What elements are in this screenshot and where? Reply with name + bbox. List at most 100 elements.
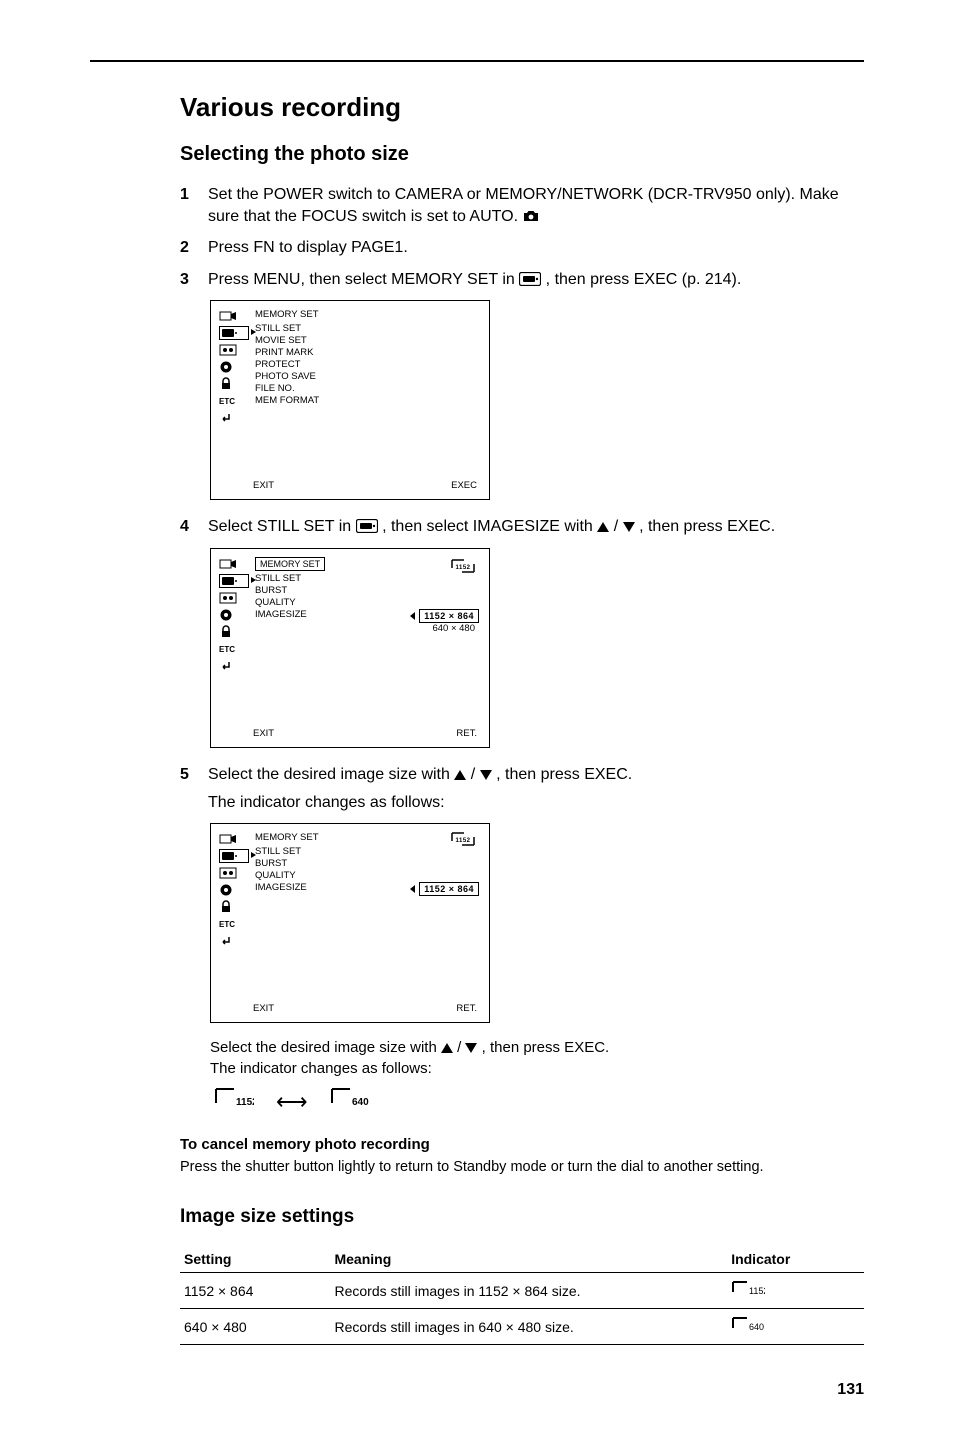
return-icon (219, 412, 233, 424)
cassette-icon (219, 592, 237, 604)
cancel-body: Press the shutter button lightly to retu… (180, 1157, 864, 1177)
return-icon (219, 935, 233, 947)
lcd-line: BURST (255, 585, 287, 596)
size-1152-icon: 1152 (731, 1280, 765, 1300)
size-1152-icon: 1152 (214, 1087, 254, 1116)
step-number: 3 (180, 269, 198, 291)
step-text: Press FN to display PAGE1. (208, 237, 864, 259)
sizes-title: Image size settings (180, 1206, 864, 1228)
movie-icon (219, 310, 237, 322)
size-indicator-icon: 1152 (451, 559, 475, 576)
lcd-line: STILL SET (255, 323, 301, 334)
lcd-screen-3: ETC MEMORY SET STILL SET BURST QUALITY I… (210, 823, 490, 1023)
lcd-footer-right: RET. (456, 1003, 477, 1014)
dial-icon (219, 360, 233, 374)
indicator-note: The indicator changes as follows: (208, 792, 864, 814)
col-setting: Setting (180, 1244, 330, 1273)
up-arrow-icon (441, 1043, 453, 1053)
svg-text:1152: 1152 (455, 565, 470, 571)
memory-stick-icon (221, 576, 237, 586)
svg-text:1152: 1152 (749, 1286, 765, 1296)
step-text-b: , then press EXEC. (496, 766, 632, 783)
lcd-selected-value: 1152 × 864 (410, 609, 479, 623)
lcd-line: PHOTO SAVE (255, 371, 316, 382)
cell-meaning: Records still images in 1152 × 864 size. (330, 1272, 727, 1308)
lcd-line: PROTECT (255, 359, 300, 370)
step-text-a: Select the desired image size with (208, 766, 454, 783)
lcd-line: MEM FORMAT (255, 395, 319, 406)
subsection-title: Selecting the photo size (180, 143, 864, 166)
lcd-option: 640 × 480 (432, 623, 475, 634)
svg-text:640: 640 (352, 1097, 369, 1108)
cancel-heading: To cancel memory photo recording (180, 1136, 864, 1153)
dial-icon (219, 608, 233, 622)
step-1: 1 Set the POWER switch to CAMERA or MEMO… (180, 184, 864, 227)
memory-stick-icon (221, 328, 237, 338)
memory-stick-icon (356, 516, 378, 538)
size-640-icon: 640 (330, 1087, 370, 1116)
up-arrow-icon (454, 770, 466, 780)
lcd-footer-left: EXIT (253, 728, 274, 739)
step-3: 3 Press MENU, then select MEMORY SET in … (180, 269, 864, 291)
lcd-sidebar: ETC (219, 557, 249, 739)
dial-icon (219, 883, 233, 897)
lcd-line: QUALITY (255, 870, 296, 881)
down-arrow-icon (465, 1043, 477, 1053)
memory-stick-icon (221, 851, 237, 861)
section-title: Various recording (180, 92, 864, 123)
memory-stick-icon (519, 269, 541, 291)
lcd-selected-value: 1152 × 864 (410, 882, 479, 896)
step-4: 4 Select STILL SET in , then select IMAG… (180, 516, 864, 538)
lcd-line: STILL SET (255, 573, 301, 584)
cassette-icon (219, 867, 237, 879)
step-number: 2 (180, 237, 198, 259)
step-number: 4 (180, 516, 198, 538)
step-text-a: Select STILL SET in (208, 518, 356, 535)
cell-setting: 640 × 480 (180, 1308, 330, 1344)
cell-indicator: 640 (727, 1308, 864, 1344)
cell-meaning: Records still images in 640 × 480 size. (330, 1308, 727, 1344)
lcd-footer-right: RET. (456, 728, 477, 739)
camera-icon (522, 206, 540, 228)
lcd-footer-left: EXIT (253, 480, 274, 491)
step-text-a: Select the desired image size with (210, 1039, 441, 1056)
size-640-icon: 640 (731, 1316, 765, 1336)
step-text-a: Press MENU, then select MEMORY SET in (208, 271, 519, 288)
lcd-line: FILE NO. (255, 383, 295, 394)
step-text-b: , then select IMAGESIZE with (382, 518, 597, 535)
table-row: 640 × 480 Records still images in 640 × … (180, 1308, 864, 1344)
etc-label: ETC (219, 394, 249, 408)
down-arrow-icon (623, 522, 635, 532)
lcd-screen-1: ETC MEMORY SET STILL SET MOVIE SET PRINT… (210, 300, 490, 500)
double-arrow-icon: ⟷ (276, 1089, 308, 1115)
left-caret-icon (410, 612, 415, 620)
left-caret-icon (410, 885, 415, 893)
lcd-sidebar: ETC (219, 309, 249, 491)
indicator-note-text: The indicator changes as follows: (210, 1060, 864, 1077)
lcd-line: MEMORY SET (255, 309, 319, 320)
down-arrow-icon (480, 770, 492, 780)
up-arrow-icon (597, 522, 609, 532)
indicator-changes-note: Select the desired image size with / , t… (210, 1039, 864, 1077)
lcd-screen-2: ETC MEMORY SET STILL SET BURST QUALITY I… (210, 548, 490, 748)
step-5: 5 Select the desired image size with / ,… (180, 764, 864, 813)
col-meaning: Meaning (330, 1244, 727, 1273)
svg-text:640: 640 (749, 1322, 764, 1332)
lcd-line: QUALITY (255, 597, 296, 608)
step-number: 1 (180, 184, 198, 227)
movie-icon (219, 833, 237, 845)
lock-icon (219, 625, 233, 639)
step-2: 2 Press FN to display PAGE1. (180, 237, 864, 259)
size-indicator-icon: 1152 (451, 832, 475, 849)
lock-icon (219, 377, 233, 391)
page-number: 131 (180, 1381, 864, 1399)
etc-label: ETC (219, 642, 249, 656)
col-indicator: Indicator (727, 1244, 864, 1273)
lcd-line: MEMORY SET (255, 832, 319, 843)
cell-setting: 1152 × 864 (180, 1272, 330, 1308)
step-text-c: , then press EXEC. (639, 518, 775, 535)
step-text-b: , then press EXEC. (482, 1039, 610, 1056)
lcd-line: STILL SET (255, 846, 301, 857)
cell-indicator: 1152 (727, 1272, 864, 1308)
lcd-sidebar: ETC (219, 832, 249, 1014)
